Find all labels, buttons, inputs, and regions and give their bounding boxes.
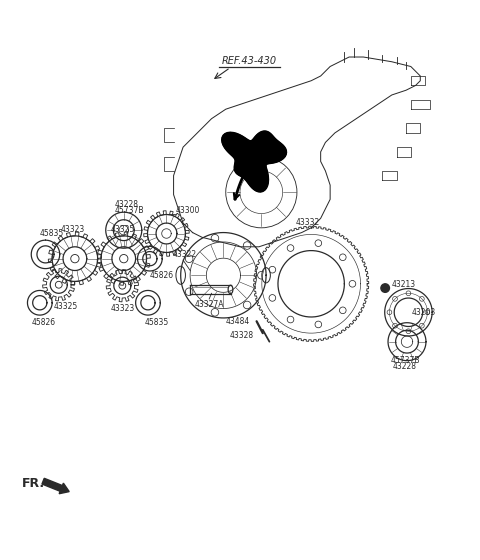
Text: 45835: 45835 — [40, 229, 64, 238]
Text: 43213: 43213 — [392, 280, 416, 290]
Text: 43323: 43323 — [61, 225, 85, 234]
Text: REF.43-430: REF.43-430 — [222, 55, 277, 66]
Ellipse shape — [262, 268, 270, 283]
Text: 43325: 43325 — [110, 225, 134, 234]
Text: 43332: 43332 — [296, 218, 320, 227]
Text: 43322: 43322 — [173, 250, 197, 259]
Text: FR.: FR. — [22, 477, 45, 489]
Text: 43300: 43300 — [176, 206, 200, 214]
Circle shape — [381, 284, 389, 292]
FancyArrow shape — [42, 478, 69, 494]
Text: 43484: 43484 — [225, 318, 250, 326]
Text: 43228: 43228 — [114, 200, 138, 209]
Ellipse shape — [176, 266, 185, 284]
Text: 43328: 43328 — [230, 331, 254, 340]
Text: 43228: 43228 — [393, 362, 417, 371]
Polygon shape — [222, 131, 287, 192]
Text: 45737B: 45737B — [390, 356, 420, 365]
Text: 43325: 43325 — [54, 302, 78, 311]
Text: 45835: 45835 — [145, 318, 169, 327]
Ellipse shape — [228, 285, 233, 294]
Text: 43327A: 43327A — [194, 300, 224, 310]
Text: 43203: 43203 — [412, 308, 436, 317]
Text: 45826: 45826 — [31, 318, 55, 327]
Text: 45826: 45826 — [150, 270, 174, 279]
Text: 43323: 43323 — [110, 304, 134, 312]
Text: 45737B: 45737B — [114, 206, 144, 214]
